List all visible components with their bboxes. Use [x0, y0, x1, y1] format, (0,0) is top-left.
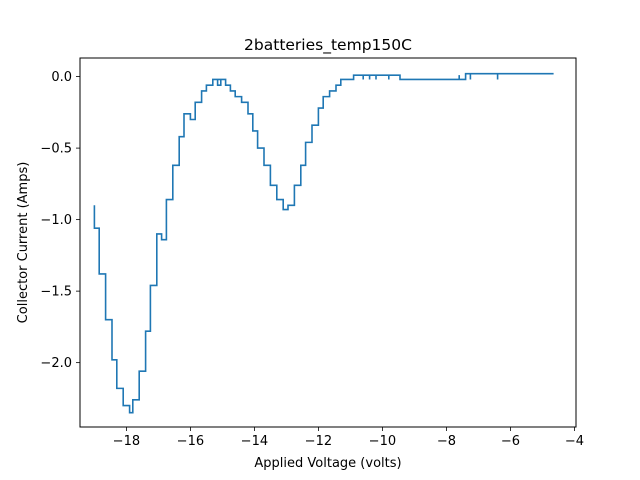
series-layer — [93, 72, 554, 414]
x-tick-label: −18 — [113, 434, 140, 449]
y-axis-label: Collector Current (Amps) — [16, 162, 31, 324]
x-tick-label: −12 — [305, 434, 332, 449]
y-tick-label: 0.0 — [51, 70, 72, 85]
plot-area — [80, 58, 576, 427]
y-tick-label: −1.0 — [40, 213, 72, 228]
chart-title: 2batteries_temp150C — [244, 36, 412, 55]
x-tick-label: −6 — [501, 434, 520, 449]
x-tick-label: −16 — [177, 434, 204, 449]
x-tick-label: −8 — [437, 434, 456, 449]
y-tick-label: −1.5 — [40, 285, 72, 300]
series-line — [93, 72, 554, 414]
axes-frame — [79, 57, 577, 428]
x-tick-label: −14 — [241, 434, 268, 449]
x-axis-label: Applied Voltage (volts) — [254, 456, 401, 471]
x-tick-label: −4 — [565, 434, 584, 449]
y-tick-label: −2.0 — [40, 356, 72, 371]
x-tick-label: −10 — [369, 434, 396, 449]
tick-layer: −18 −16 −14 −12 −10 −8 −6 −4 −2.0 −1.5 −1.0 −0.5 0.0 — [40, 70, 584, 449]
y-tick-label: −0.5 — [40, 142, 72, 157]
